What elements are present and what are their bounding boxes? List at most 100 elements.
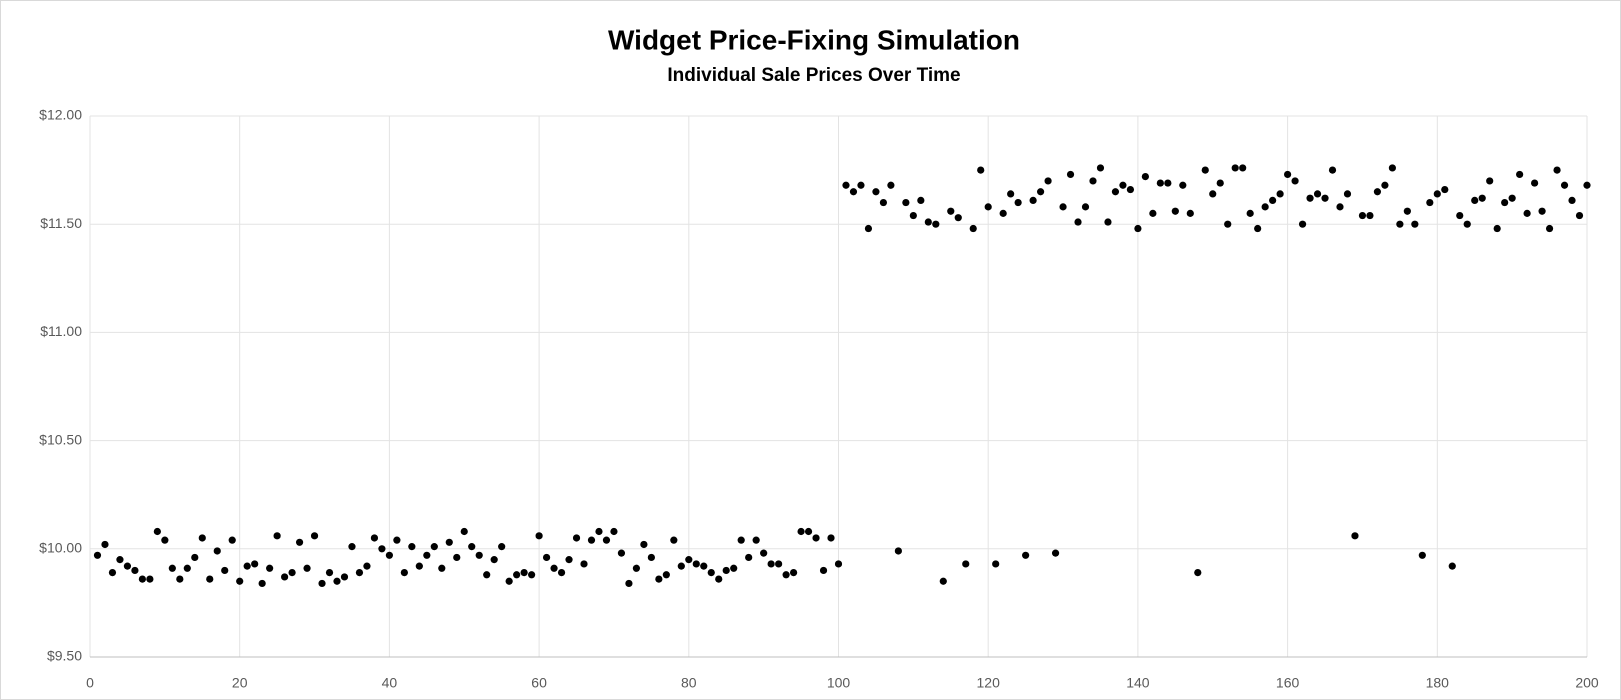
point	[236, 577, 244, 585]
point	[1433, 190, 1441, 198]
point	[602, 536, 611, 544]
point	[1351, 532, 1359, 540]
point	[707, 569, 715, 577]
point	[550, 564, 558, 572]
point	[580, 560, 588, 568]
point	[1313, 190, 1322, 198]
point	[1538, 207, 1546, 215]
point	[318, 579, 326, 588]
point	[1269, 196, 1277, 204]
point	[1501, 198, 1509, 207]
point	[498, 543, 506, 551]
point	[251, 560, 259, 568]
point	[423, 551, 431, 559]
point	[453, 553, 461, 562]
point	[168, 564, 176, 572]
point	[1104, 218, 1112, 226]
point	[1531, 179, 1539, 187]
point	[303, 564, 311, 572]
point	[281, 573, 289, 581]
point	[161, 536, 169, 544]
point	[1583, 181, 1591, 189]
point	[1381, 181, 1389, 189]
point	[819, 566, 828, 575]
point	[1194, 569, 1202, 577]
point	[595, 527, 603, 536]
y-tick-label: $9.50	[47, 648, 82, 664]
point	[138, 575, 146, 583]
point	[1575, 211, 1584, 220]
point	[655, 575, 663, 583]
point	[191, 553, 199, 562]
point	[1463, 220, 1471, 228]
point	[1336, 203, 1344, 211]
point	[1081, 203, 1090, 211]
point	[947, 207, 955, 215]
point	[1516, 170, 1524, 179]
point	[1545, 224, 1554, 233]
point	[1156, 179, 1164, 187]
point	[1366, 211, 1374, 220]
point	[782, 571, 790, 579]
point	[1418, 551, 1426, 559]
x-tick-label: 60	[531, 675, 547, 691]
point	[902, 198, 910, 207]
point	[430, 543, 438, 551]
point	[797, 527, 805, 536]
point	[1089, 177, 1097, 185]
point	[745, 553, 753, 562]
point	[752, 536, 760, 544]
point	[625, 579, 633, 588]
point	[393, 536, 401, 544]
point	[310, 532, 319, 540]
point	[587, 536, 596, 544]
point	[557, 569, 566, 577]
point	[1373, 188, 1382, 196]
point	[767, 560, 775, 568]
point	[288, 569, 296, 577]
point	[1553, 166, 1561, 174]
point	[677, 562, 685, 570]
point	[1216, 179, 1224, 187]
point	[1051, 549, 1060, 557]
point	[438, 564, 446, 572]
point	[1343, 190, 1352, 198]
point	[909, 211, 917, 220]
y-tick-label: $12.00	[39, 107, 82, 123]
point	[1209, 190, 1217, 198]
point	[520, 569, 528, 577]
point	[1291, 177, 1299, 185]
point	[1036, 188, 1045, 196]
point	[1074, 218, 1082, 226]
point	[528, 571, 536, 579]
point	[400, 569, 408, 577]
point	[1231, 164, 1239, 172]
point	[722, 566, 730, 575]
point	[1059, 203, 1067, 211]
x-tick-label: 20	[232, 675, 248, 691]
point	[879, 198, 888, 207]
point	[206, 575, 214, 583]
point	[1306, 194, 1314, 202]
point	[1388, 164, 1396, 172]
point	[295, 538, 304, 546]
point	[692, 560, 700, 568]
point	[1066, 170, 1075, 179]
point	[969, 224, 977, 233]
point	[939, 577, 947, 585]
y-tick-label: $10.00	[39, 540, 82, 556]
point	[662, 571, 670, 579]
point	[408, 543, 416, 551]
point	[887, 181, 895, 189]
point	[535, 532, 543, 540]
x-tick-label: 140	[1126, 675, 1150, 691]
point	[183, 564, 191, 572]
point	[842, 181, 850, 189]
point	[273, 532, 281, 540]
point	[685, 556, 693, 564]
point	[572, 534, 581, 542]
point	[355, 569, 364, 577]
point	[894, 547, 902, 555]
point	[647, 553, 655, 562]
